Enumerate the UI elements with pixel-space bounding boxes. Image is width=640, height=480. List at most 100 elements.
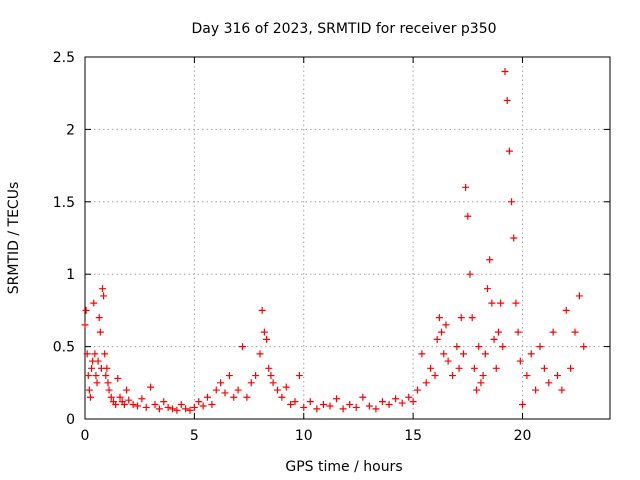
data-point [484,285,491,293]
data-point [93,379,101,387]
data-point [142,403,150,411]
data-point [558,386,566,394]
data-point [107,393,115,401]
data-point [379,398,386,406]
data-point [306,398,314,406]
data-point [291,398,299,406]
data-point [505,147,513,155]
data-point [88,364,96,372]
data-point [287,401,295,409]
data-point [392,395,400,403]
data-point [549,328,557,336]
data-point [151,401,159,409]
data-point [123,386,131,394]
data-point [81,321,89,329]
data-point [444,357,452,365]
data-point [481,350,489,358]
data-point [468,314,476,322]
data-point [169,405,176,413]
data-point [105,386,113,394]
y-tick-label: 2 [66,122,75,138]
data-point [160,398,168,406]
data-point [263,335,271,343]
data-point [372,405,380,413]
data-point [256,350,264,358]
data-point [199,402,207,410]
data-point [102,372,110,380]
chart-title: Day 316 of 2023, SRMTID for receiver p35… [191,21,496,37]
y-tick-label: 1 [66,267,75,283]
data-point [120,401,128,409]
data-point [418,350,426,358]
grid-layer [85,57,610,419]
data-point [282,383,290,391]
data-point [265,364,273,372]
data-point [258,306,266,314]
data-point [503,96,511,104]
data-point [414,386,421,394]
data-point [492,364,500,372]
data-point [499,343,507,351]
data-point [532,386,540,394]
data-point [473,386,481,394]
data-point [83,350,91,358]
data-point [359,393,367,401]
data-point [112,401,120,409]
data-point [540,364,548,372]
data-point [221,389,229,397]
data-point [494,328,502,336]
data-point [554,372,561,380]
data-point [92,372,100,380]
x-tick-label: 5 [190,428,199,444]
data-point [147,383,155,391]
y-tick-label: 0 [66,412,75,428]
data-point [295,372,303,380]
data-point [453,343,461,351]
y-tick-label: 0.5 [53,340,75,356]
data-point [514,328,522,336]
data-point [422,379,430,387]
data-point [90,299,98,307]
data-point [182,405,190,413]
data-point [267,372,275,380]
data-point [278,393,286,401]
data-point [212,386,220,394]
data-point [488,299,496,307]
x-tick-label: 20 [514,428,532,444]
data-point [497,299,505,307]
data-point [260,328,268,336]
data-point [177,401,185,409]
data-point [326,402,334,410]
data-point [164,403,172,411]
data-point [457,314,465,322]
data-point [477,379,485,387]
data-point [575,292,583,300]
x-tick-label: 15 [404,428,422,444]
data-point [204,393,211,401]
x-tick-label: 0 [81,428,90,444]
data-point [486,256,494,264]
data-point [462,183,470,191]
data-point [466,270,474,278]
data-point [455,364,463,372]
data-point [85,386,93,394]
data-point [433,335,441,343]
ticks-layer [84,56,610,420]
x-axis-label: GPS time / hours [285,459,402,475]
data-point [82,306,90,314]
data-point [516,357,524,365]
data-point [274,386,281,394]
y-axis-label: SRMTID / TECUs [6,182,22,295]
data-point [567,364,575,372]
data-point [134,402,141,410]
data-point [155,405,163,413]
data-point [225,372,233,380]
data-point [475,343,483,351]
data-point [571,328,579,336]
data-point [129,401,137,409]
data-point [116,393,124,401]
data-point [300,403,308,411]
data-point [103,364,111,372]
data-point [91,350,99,358]
